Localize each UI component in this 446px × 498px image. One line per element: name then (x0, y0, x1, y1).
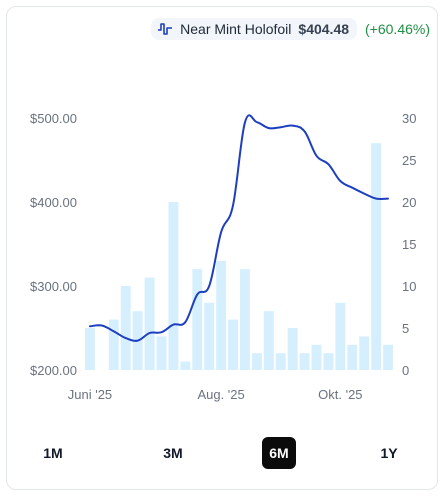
volume-bar[interactable] (359, 336, 370, 370)
right-tick-label: 30 (402, 111, 416, 126)
volume-bar[interactable] (287, 328, 298, 370)
volume-bar[interactable] (251, 353, 262, 370)
volume-bar[interactable] (299, 353, 310, 370)
volume-bar[interactable] (168, 202, 179, 370)
volume-bar[interactable] (180, 361, 191, 370)
chart-legend: Near Mint Holofoil $404.48 (+60.46%) (151, 18, 430, 40)
right-tick-label: 5 (402, 321, 409, 336)
range-button-3m[interactable]: 3M (163, 445, 183, 461)
volume-bar[interactable] (108, 319, 119, 370)
volume-bar[interactable] (275, 353, 286, 370)
legend-series-name: Near Mint Holofoil (180, 21, 292, 37)
chart-card (6, 6, 438, 490)
volume-bar[interactable] (144, 277, 155, 370)
volume-bar[interactable] (204, 302, 215, 370)
legend-change: (+60.46%) (365, 21, 430, 37)
legend-price: $404.48 (298, 21, 350, 37)
x-axis: Juni '25 Aug. '25 Okt. '25 (68, 387, 363, 402)
right-tick-label: 0 (402, 363, 409, 378)
price-line-icon (158, 23, 173, 35)
x-tick-label: Aug. '25 (197, 387, 244, 402)
right-axis: 0 5 10 15 20 25 30 (402, 111, 416, 378)
volume-bar[interactable] (311, 344, 322, 370)
left-tick-label: $200.00 (30, 363, 77, 378)
price-line (89, 114, 389, 342)
range-button-1m[interactable]: 1M (43, 445, 63, 461)
range-button-6m[interactable]: 6M (262, 437, 296, 469)
volume-bars (85, 143, 393, 370)
right-tick-label: 10 (402, 279, 416, 294)
volume-bar[interactable] (347, 344, 358, 370)
volume-bar[interactable] (263, 311, 274, 370)
left-tick-label: $400.00 (30, 195, 77, 210)
volume-bar[interactable] (240, 269, 250, 370)
volume-bar[interactable] (120, 286, 131, 370)
volume-bar[interactable] (85, 328, 95, 370)
volume-bar[interactable] (156, 336, 167, 370)
x-tick-label: Juni '25 (68, 387, 112, 402)
x-tick-label: Okt. '25 (318, 387, 362, 402)
price-series-line[interactable] (89, 114, 389, 342)
volume-bar[interactable] (192, 269, 203, 370)
volume-bar[interactable] (216, 260, 227, 370)
right-tick-label: 25 (402, 153, 416, 168)
volume-bar[interactable] (335, 302, 346, 370)
left-axis: $200.00 $300.00 $400.00 $500.00 (30, 111, 77, 378)
volume-bar[interactable] (323, 353, 334, 370)
left-tick-label: $300.00 (30, 279, 77, 294)
range-selector: 1M 3M 6M 1Y (24, 437, 422, 469)
right-tick-label: 15 (402, 237, 416, 252)
legend-pill[interactable]: Near Mint Holofoil $404.48 (151, 18, 358, 40)
volume-bar[interactable] (228, 319, 238, 370)
volume-bar[interactable] (383, 344, 393, 370)
range-button-1y[interactable]: 1Y (380, 445, 398, 461)
right-tick-label: 20 (402, 195, 416, 210)
volume-bar[interactable] (371, 143, 382, 370)
left-tick-label: $500.00 (30, 111, 77, 126)
